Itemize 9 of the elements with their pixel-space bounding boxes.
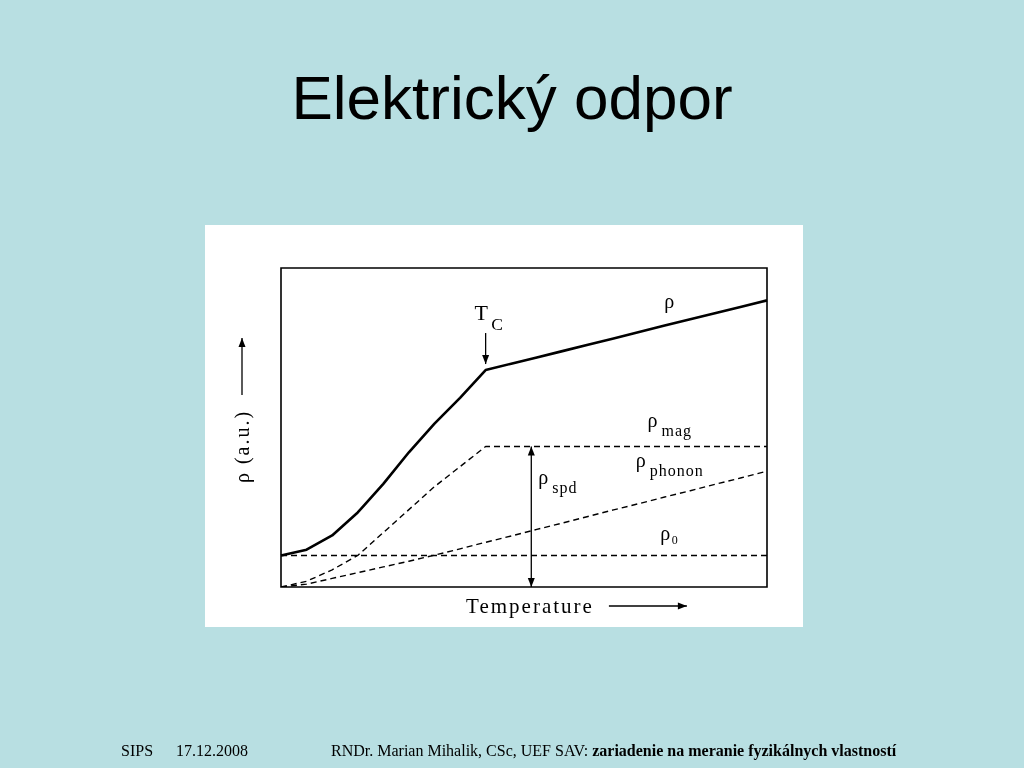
text: RNDr. Marian Mihalik, CSc, UEF SAV: bbox=[331, 742, 589, 759]
chart-title: Elektrický odpor bbox=[290, 63, 734, 132]
text: SIPS bbox=[121, 742, 154, 759]
series-label: ρ₀ bbox=[660, 522, 680, 546]
y-axis-title: ρ (a.u.) bbox=[231, 409, 254, 484]
text: zariadenie na meranie fyzikálnych vlastností bbox=[592, 742, 897, 759]
text: 17.12.2008 bbox=[176, 742, 248, 759]
x-axis-title: Temperature bbox=[466, 594, 594, 618]
series-label: ρ bbox=[664, 289, 676, 313]
